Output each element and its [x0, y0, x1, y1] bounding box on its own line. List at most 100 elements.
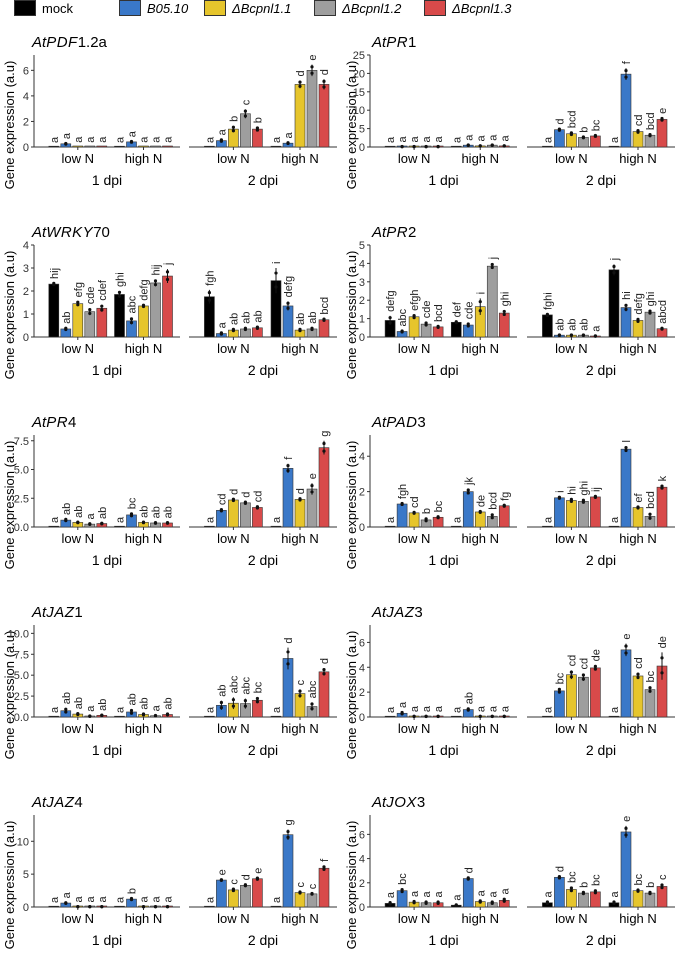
bar: [566, 500, 577, 528]
significance-letter: bc: [633, 873, 645, 885]
x-group-label: high N: [281, 151, 319, 166]
data-point: [648, 689, 652, 693]
data-point: [243, 114, 247, 118]
data-point: [129, 898, 134, 902]
significance-letter: ab: [163, 506, 175, 518]
data-point: [153, 283, 158, 287]
bar: [408, 316, 420, 338]
significance-letter: ab: [127, 693, 139, 705]
data-point: [454, 321, 458, 325]
data-point: [141, 304, 146, 309]
chart-title: AtWRKY70: [31, 224, 110, 241]
data-point: [412, 511, 416, 515]
data-point: [88, 714, 92, 718]
data-point: [129, 708, 134, 713]
legend-swatch: [314, 0, 336, 16]
data-point: [636, 889, 640, 893]
facet-label: 2 dpi: [248, 742, 278, 758]
significance-letter: a: [127, 130, 139, 137]
title-prefix: At: [371, 794, 387, 811]
data-point: [388, 902, 392, 906]
data-point: [624, 826, 628, 830]
data-point: [76, 905, 80, 909]
significance-letter: ab: [307, 312, 319, 324]
significance-letter: d: [554, 866, 566, 872]
facet-label: 1 dpi: [92, 552, 122, 568]
y-axis-label: Gene expression (a.u): [2, 251, 17, 380]
bar: [566, 674, 577, 718]
facet-label: 2 dpi: [586, 172, 616, 188]
bar: [542, 314, 553, 338]
bar: [72, 145, 84, 148]
x-group-label: low N: [62, 721, 95, 736]
bar: [318, 867, 330, 908]
bar: [72, 303, 84, 338]
significance-letter: a: [409, 705, 421, 712]
bar: [498, 505, 510, 528]
data-point: [100, 713, 104, 718]
significance-letter: fgh: [397, 484, 409, 499]
x-group-label: low N: [217, 151, 250, 166]
significance-letter: ab: [73, 697, 85, 709]
legend-label: ΔBcpnl1.2: [342, 0, 402, 16]
significance-letter: a: [451, 136, 463, 143]
bar: [474, 511, 486, 528]
bar: [554, 497, 565, 528]
x-group-label: high N: [619, 341, 657, 356]
data-point: [490, 265, 494, 270]
data-point: [424, 145, 428, 149]
significance-letter: f: [319, 858, 331, 862]
bar: [270, 145, 282, 148]
x-group-label: high N: [281, 721, 319, 736]
significance-letter: ab: [97, 699, 109, 711]
bar: [84, 145, 96, 148]
significance-letter: fg: [499, 492, 511, 501]
chart-title: AtPDF1.2a: [31, 34, 108, 51]
title-prefix: At: [31, 34, 47, 51]
data-point: [298, 80, 302, 84]
x-group-label: high N: [461, 531, 499, 546]
y-axis-label: Gene expression (a.u): [2, 441, 17, 570]
significance-letter: a: [385, 516, 397, 523]
significance-letter: b: [578, 127, 590, 133]
data-point: [502, 714, 506, 719]
bar: [590, 496, 601, 528]
title-prefix: At: [371, 224, 387, 241]
legend-item: B05.10: [119, 0, 188, 16]
y-tick-label: 20: [353, 68, 365, 80]
data-point: [298, 84, 302, 88]
significance-letter: e: [621, 634, 633, 640]
data-point: [490, 143, 494, 147]
title-suffix: 3: [417, 414, 425, 431]
significance-letter: ab: [97, 507, 109, 519]
data-point: [466, 708, 470, 712]
chart-panel: AtJAZ1 Gene expression (a.u)0.0 2.5 5.0 7.5 1…: [2, 604, 337, 759]
data-point: [129, 514, 134, 518]
bar: [240, 113, 251, 148]
significance-letter: a: [609, 891, 621, 898]
data-point: [52, 283, 56, 287]
significance-letter: a: [271, 896, 283, 903]
significance-letter: a: [61, 891, 73, 898]
significance-letter: bcd: [645, 112, 657, 130]
significance-letter: hij: [151, 264, 163, 275]
significance-letter: abc: [240, 676, 252, 694]
significance-letter: a: [115, 136, 127, 143]
data-point: [129, 321, 134, 325]
bar: [306, 893, 318, 908]
significance-letter: a: [204, 136, 216, 143]
bar: [84, 311, 96, 338]
data-point: [310, 490, 314, 494]
data-point: [648, 512, 652, 516]
title-prefix: At: [31, 414, 47, 431]
title-gene: JAZ: [45, 604, 75, 621]
significance-letter: ab: [240, 312, 252, 324]
bar: [318, 319, 330, 338]
bar: [318, 447, 330, 528]
legend-item: ΔBcpnl1.1: [204, 0, 291, 16]
data-point: [612, 901, 616, 905]
data-point: [219, 878, 223, 882]
significance-letter: e: [657, 108, 669, 114]
data-point: [593, 891, 598, 895]
y-tick-label: 5: [23, 869, 29, 881]
